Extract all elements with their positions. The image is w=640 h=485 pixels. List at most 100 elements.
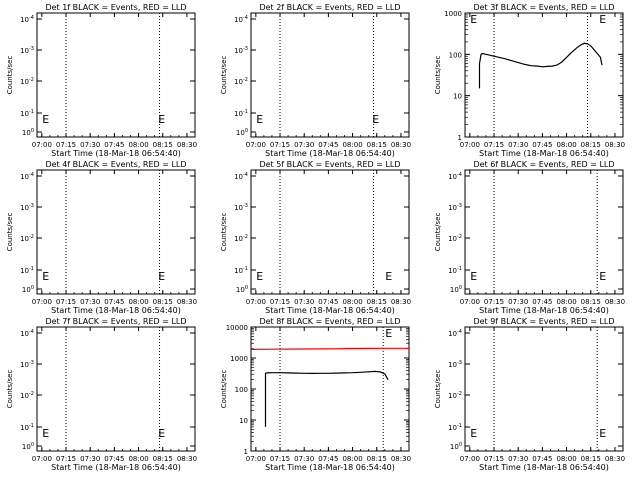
event-marker-e: E	[158, 113, 165, 126]
y-tick-label: 100	[236, 285, 248, 294]
event-marker-e: E	[599, 427, 606, 440]
y-tick-label: 10-2	[448, 391, 462, 400]
x-tick-label: 08:15	[581, 141, 601, 149]
x-tick-label: 08:00	[128, 141, 148, 149]
y-tick-label: 10-1	[234, 109, 248, 118]
panel-title: Det 4f BLACK = Events, RED = LLD	[45, 160, 186, 169]
y-tick-label: 100	[22, 285, 34, 294]
x-tick-label: 08:15	[153, 455, 173, 463]
event-marker-e: E	[470, 13, 477, 26]
y-axis-label: Counts/sec	[6, 370, 14, 409]
x-tick-label: 07:30	[294, 141, 314, 149]
x-tick-label: 08:00	[342, 455, 362, 463]
x-tick-label: 08:00	[556, 298, 576, 306]
event-marker-e: E	[256, 113, 263, 126]
y-axis-label: Counts/sec	[434, 56, 442, 95]
x-tick-label: 07:00	[460, 141, 480, 149]
x-tick-label: 07:30	[508, 455, 528, 463]
x-tick-label: 07:45	[532, 141, 552, 149]
y-tick-label: 100	[450, 442, 462, 451]
x-axis-label: Start Time (18-Mar-18 06:54:40)	[479, 463, 609, 472]
y-tick-label: 1000	[444, 10, 462, 18]
x-tick-label: 07:15	[56, 141, 76, 149]
x-tick-label: 08:30	[177, 455, 197, 463]
x-tick-label: 07:00	[32, 298, 52, 306]
x-axis-label: Start Time (18-Mar-18 06:54:40)	[479, 149, 609, 158]
y-tick-label: 10-3	[20, 203, 34, 212]
y-tick-label: 100	[236, 128, 248, 137]
x-tick-label: 07:30	[294, 298, 314, 306]
y-tick-label: 10-4	[234, 15, 248, 24]
plot-frame	[36, 12, 196, 138]
panel-title: Det 1f BLACK = Events, RED = LLD	[45, 3, 186, 12]
x-tick-label: 07:45	[318, 298, 338, 306]
y-tick-label: 10-4	[20, 15, 34, 24]
panel-title: Det 7f BLACK = Events, RED = LLD	[45, 317, 186, 326]
event-marker-e: E	[372, 113, 379, 126]
event-marker-e: E	[42, 270, 49, 283]
panel-title: Det 2f BLACK = Events, RED = LLD	[259, 3, 400, 12]
panel-title: Det 9f BLACK = Events, RED = LLD	[473, 317, 614, 326]
panel-title: Det 5f BLACK = Events, RED = LLD	[259, 160, 400, 169]
event-marker-e: E	[385, 270, 392, 283]
event-marker-e: E	[599, 13, 606, 26]
plot-frame	[250, 326, 410, 452]
y-tick-label: 10-2	[20, 77, 34, 86]
y-tick-label: 10-4	[20, 329, 34, 338]
y-tick-label: 100	[22, 442, 34, 451]
y-tick-label: 10-2	[448, 234, 462, 243]
y-tick-label: 10-3	[448, 360, 462, 369]
x-tick-label: 07:00	[32, 455, 52, 463]
y-tick-label: 10	[239, 417, 248, 425]
x-axis-label: Start Time (18-Mar-18 06:54:40)	[265, 149, 395, 158]
y-tick-label: 10-1	[234, 266, 248, 275]
event-marker-e: E	[385, 327, 392, 340]
x-tick-label: 07:00	[246, 141, 266, 149]
x-tick-label: 08:30	[605, 298, 625, 306]
y-tick-label: 10-2	[234, 77, 248, 86]
x-tick-label: 07:15	[270, 298, 290, 306]
event-marker-e: E	[599, 270, 606, 283]
y-axis-label: Counts/sec	[6, 56, 14, 95]
y-tick-label: 10-1	[448, 423, 462, 432]
x-tick-label: 08:15	[153, 141, 173, 149]
x-tick-label: 07:15	[270, 141, 290, 149]
panel-det-3: Det 3f BLACK = Events, RED = LLD 07:00 07:…	[434, 3, 625, 158]
x-tick-label: 08:30	[605, 455, 625, 463]
x-tick-label: 08:15	[153, 298, 173, 306]
x-tick-label: 08:15	[367, 298, 387, 306]
y-tick-label: 1	[458, 134, 462, 142]
y-tick-label: 100	[235, 386, 248, 394]
y-tick-label: 10	[453, 93, 462, 101]
lld-series-line	[250, 347, 409, 350]
x-tick-label: 07:30	[508, 141, 528, 149]
x-tick-label: 07:15	[484, 455, 504, 463]
x-axis-label: Start Time (18-Mar-18 06:54:40)	[51, 463, 181, 472]
y-tick-label: 10000	[226, 324, 248, 332]
panel-title: Det 8f BLACK = Events, RED = LLD	[259, 317, 400, 326]
x-tick-label: 07:45	[104, 141, 124, 149]
x-axis-label: Start Time (18-Mar-18 06:54:40)	[265, 463, 395, 472]
x-tick-label: 07:15	[484, 141, 504, 149]
y-tick-label: 1000	[230, 355, 248, 363]
x-tick-label: 08:30	[605, 141, 625, 149]
y-tick-label: 10-3	[234, 46, 248, 55]
plot-frame	[36, 326, 196, 452]
y-axis-label: Counts/sec	[220, 56, 228, 95]
x-axis-label: Start Time (18-Mar-18 06:54:40)	[479, 306, 609, 315]
y-tick-label: 10-1	[448, 266, 462, 275]
panel-det-9: Det 9f BLACK = Events, RED = LLD 07:00 07:…	[434, 317, 625, 472]
event-marker-e: E	[470, 427, 477, 440]
x-tick-label: 08:00	[556, 455, 576, 463]
x-tick-label: 07:45	[318, 455, 338, 463]
panel-det-5: Det 5f BLACK = Events, RED = LLD 07:00 07:…	[220, 160, 411, 315]
x-tick-label: 07:45	[104, 455, 124, 463]
x-tick-label: 07:15	[270, 455, 290, 463]
y-axis-label: Counts/sec	[434, 213, 442, 252]
y-tick-label: 100	[450, 285, 462, 294]
x-tick-label: 07:45	[318, 141, 338, 149]
events-series-line	[264, 370, 389, 427]
x-tick-label: 07:30	[80, 298, 100, 306]
